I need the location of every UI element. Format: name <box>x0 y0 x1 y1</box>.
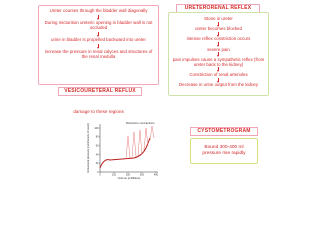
flow-arrow <box>97 43 99 49</box>
figure-plot: Micturition contractions Intravesical pr… <box>86 121 159 180</box>
pressure-curve <box>99 137 151 169</box>
cystometrogram-box: Bound 300-400 ml pressure rise rapidly <box>190 138 258 164</box>
contraction-spikes <box>125 125 155 160</box>
box-line: ureter becomes blocked <box>195 26 242 32</box>
left-note: damage to these regions <box>73 109 124 114</box>
box-line: During micturition ureteric opening in b… <box>44 20 153 30</box>
box-line: intense reflex constriction occurs <box>186 36 251 42</box>
flow-arrow <box>97 14 99 20</box>
left-label: VESICOURETERAL REFLUX <box>58 87 142 96</box>
flow-arrow <box>217 67 219 73</box>
flow-arrow <box>217 77 219 83</box>
box-line: Constriction of renal arterioles <box>189 71 248 77</box>
flow-arrow <box>217 52 219 58</box>
x-tick-label: 100 <box>112 174 117 177</box>
box-line: severe pain <box>207 46 230 52</box>
right-box: Stone in ureter ureter becomes blocked int… <box>168 12 269 96</box>
x-tick-label: 0 <box>99 174 101 177</box>
y-tick-label: 80 <box>96 136 99 139</box>
box-line: Bound 300-400 ml <box>204 145 244 150</box>
y-tick-label: 40 <box>96 153 99 156</box>
y-tick-label: 60 <box>96 145 99 148</box>
cystometrogram-label: CYSTOMETROGRAM <box>190 127 258 136</box>
flow-arrow <box>97 31 99 37</box>
flow-arrow <box>217 21 219 27</box>
slide: {"left_box": {"lines": ["Ureter courses … <box>38 4 269 180</box>
figure-annotation: Micturition contractions <box>126 121 155 125</box>
box-line: Decrease in urine output from the kidney <box>178 82 259 88</box>
y-tick-label: 20 <box>96 162 99 165</box>
y-tick-label: 100 <box>94 127 99 130</box>
figure-x-label: Volume (milliliters) <box>118 176 141 180</box>
flow-arrow <box>217 31 219 37</box>
left-box: Ureter courses through the bladder wall … <box>38 5 159 85</box>
x-tick-label: 200 <box>126 174 131 177</box>
box-line: Ureter courses through the bladder wall … <box>49 8 148 13</box>
flow-arrow <box>217 41 219 47</box>
box-line: pain impulses cause a sympathetic reflex… <box>172 56 265 67</box>
box-line: increase the pressure in renal calyces a… <box>44 49 153 59</box>
figure-bg <box>84 118 162 180</box>
x-tick-label: 400 <box>154 174 159 177</box>
figure-y-label: Intravesical pressure (centimeters of wa… <box>86 123 90 173</box>
box-line: urine in bladder is propelled backward i… <box>51 37 146 42</box>
cystometrogram-figure: Micturition contractions Intravesical pr… <box>84 118 162 180</box>
box-line: Stone in ureter <box>204 16 233 21</box>
x-tick-label: 300 <box>140 174 145 177</box>
y-tick-label: 0 <box>97 171 99 174</box>
box-line: pressure rise rapidly <box>202 151 246 156</box>
